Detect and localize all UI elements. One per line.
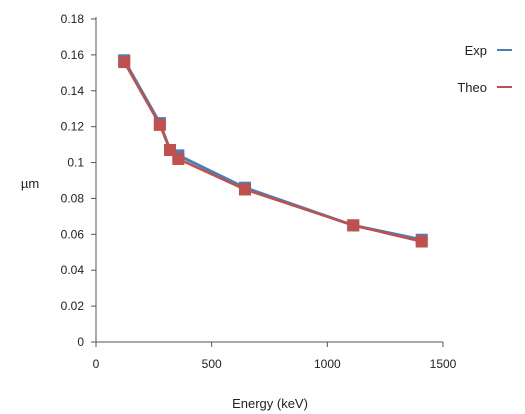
x-axis-title: Energy (keV) bbox=[232, 396, 308, 411]
x-tick-label: 1500 bbox=[430, 357, 457, 371]
y-tick-label: 0.04 bbox=[61, 263, 85, 277]
x-tick-label: 1000 bbox=[314, 357, 341, 371]
data-point-theo bbox=[415, 235, 428, 248]
x-tick-label: 500 bbox=[202, 357, 222, 371]
legend-label-exp: Exp bbox=[465, 43, 487, 58]
legend-label-theo: Theo bbox=[457, 80, 487, 95]
data-point-theo bbox=[153, 118, 166, 131]
series-group bbox=[118, 54, 428, 248]
data-point-theo bbox=[118, 56, 131, 69]
y-tick-label: 0.1 bbox=[67, 156, 84, 170]
y-axis-title: µm bbox=[21, 176, 39, 191]
series-theo bbox=[118, 56, 428, 248]
data-point-theo bbox=[347, 219, 360, 232]
legend: Exp Theo bbox=[457, 43, 512, 95]
y-tick-label: 0.08 bbox=[61, 191, 85, 205]
y-tick-label: 0.02 bbox=[61, 299, 85, 313]
y-tick-label: 0.06 bbox=[61, 227, 85, 241]
data-point-theo bbox=[172, 152, 185, 165]
y-tick-label: 0.18 bbox=[61, 12, 85, 26]
y-tick-label: 0 bbox=[77, 335, 84, 349]
y-tick-label: 0.12 bbox=[61, 120, 85, 134]
y-tick-label: 0.14 bbox=[61, 84, 85, 98]
data-point-theo bbox=[164, 143, 177, 156]
x-tick-label: 0 bbox=[93, 357, 100, 371]
axes: 0 0.02 0.04 0.06 0.08 0.1 0.12 0.14 0.16 0.18 0 500… bbox=[61, 12, 457, 371]
y-tick-label: 0.16 bbox=[61, 48, 85, 62]
data-point-theo bbox=[238, 183, 251, 196]
